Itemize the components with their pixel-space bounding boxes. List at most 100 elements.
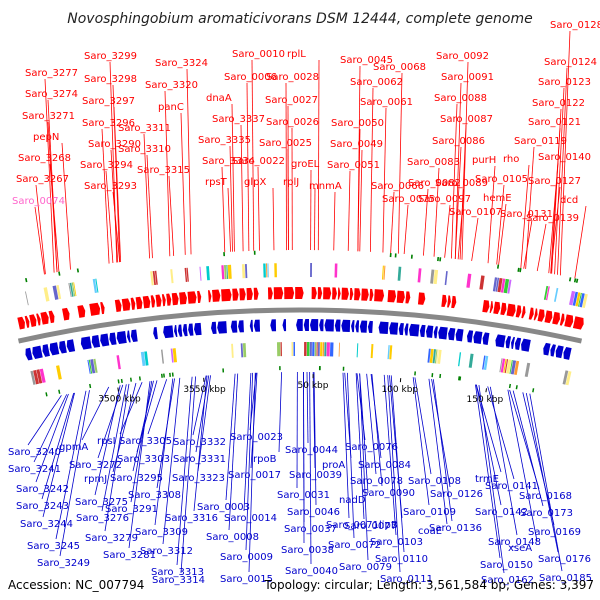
gene-arrow xyxy=(495,334,506,348)
gene-label-reverse: Saro_0078 xyxy=(350,476,403,487)
gene-arrow xyxy=(408,323,420,337)
feature-block xyxy=(383,265,386,280)
gene-label-forward: Saro_0128 xyxy=(550,20,600,31)
label-connector xyxy=(550,127,561,274)
gene-label-reverse: Saro_0126 xyxy=(430,489,483,500)
gene-label-reverse: xseA xyxy=(508,543,532,554)
gene-arrow xyxy=(273,287,284,300)
rrna-marker xyxy=(58,271,61,276)
feature-block xyxy=(170,348,174,363)
rrna-marker xyxy=(389,253,392,258)
gene-label-reverse: Saro_3291 xyxy=(105,504,158,515)
gene-label-reverse: Saro_3308 xyxy=(128,490,181,501)
gene-arrow xyxy=(389,322,399,335)
gene-label-forward: Saro_0049 xyxy=(330,139,383,150)
gene-arrow xyxy=(188,323,194,336)
gene-label-reverse: coaE xyxy=(418,526,442,537)
feature-block xyxy=(468,353,474,368)
feature-block xyxy=(582,293,588,309)
gene-label-reverse: Saro_0148 xyxy=(488,537,541,548)
gene-arrow xyxy=(528,307,534,320)
label-connector xyxy=(113,106,122,262)
feature-block xyxy=(314,342,317,357)
gene-label-forward: Saro_3320 xyxy=(145,80,198,91)
gene-label-reverse: Saro_3314 xyxy=(152,575,205,586)
label-connector xyxy=(128,381,151,549)
scale-label: 3500 kbp xyxy=(98,394,141,404)
genome-summary: Topology: circular; Length: 3,561,584 bp… xyxy=(263,578,594,592)
gene-label-forward: Saro_0086 xyxy=(432,136,485,147)
gene-label-forward: Saro_0131 xyxy=(500,209,553,220)
feature-block xyxy=(492,277,498,292)
gene-arrow xyxy=(267,287,273,300)
label-connector xyxy=(454,146,462,259)
label-connector xyxy=(475,384,502,506)
label-connector xyxy=(101,128,110,264)
label-connector xyxy=(390,375,405,553)
rrna-marker xyxy=(120,378,123,384)
gene-arrow xyxy=(448,327,456,341)
feature-block xyxy=(206,266,210,281)
gene-arrow xyxy=(493,301,501,315)
label-connector xyxy=(357,128,361,252)
gene-label-reverse: Saro_0090 xyxy=(362,488,415,499)
gene-label-reverse: Saro_0003 xyxy=(197,502,250,513)
label-connector xyxy=(520,164,530,269)
gene-arrow xyxy=(544,310,553,324)
label-connector xyxy=(382,107,387,253)
label-connector xyxy=(507,389,538,542)
gene-arrow xyxy=(332,287,337,300)
gene-arrow xyxy=(359,320,368,333)
label-connector xyxy=(240,124,244,252)
gene-label-forward: Saro_0025 xyxy=(259,138,312,149)
gene-arrow xyxy=(142,295,151,309)
label-connector xyxy=(317,59,320,251)
feature-block xyxy=(223,265,227,280)
rrna-marker xyxy=(223,252,226,257)
label-connector xyxy=(383,374,397,536)
gene-label-forward: Saro_0082 xyxy=(408,178,461,189)
label-connector xyxy=(412,377,430,506)
label-connector xyxy=(180,376,197,574)
rrna-marker xyxy=(508,383,512,389)
gene-label-forward: rplL xyxy=(287,49,306,60)
rrna-marker xyxy=(163,373,165,378)
rrna-marker xyxy=(25,277,28,283)
gene-arrow xyxy=(396,290,405,304)
label-connector xyxy=(487,386,515,480)
gene-arrow xyxy=(311,287,317,300)
feature-block xyxy=(317,342,320,357)
gene-label-forward: Saro_3297 xyxy=(82,96,135,107)
label-connector xyxy=(371,374,383,487)
gene-label-reverse: Saro_3240 xyxy=(8,447,61,458)
feature-block xyxy=(304,342,307,357)
gene-arrow xyxy=(354,288,361,301)
label-connector xyxy=(101,384,127,512)
gene-label-reverse: Saro_0031 xyxy=(277,490,330,501)
feature-block xyxy=(387,345,390,360)
gene-arrow xyxy=(341,319,351,332)
feature-block xyxy=(312,342,315,357)
label-connector xyxy=(119,382,143,435)
gene-arrow xyxy=(249,319,254,332)
feature-block xyxy=(497,277,503,293)
gene-label-forward: Saro_0006 xyxy=(224,72,277,83)
gene-arrow xyxy=(130,297,136,310)
scale-label: 50 kbp xyxy=(298,381,329,391)
label-connector xyxy=(355,373,365,520)
feature-block xyxy=(309,342,312,357)
gene-label-reverse: rpsI xyxy=(97,436,116,447)
gene-label-reverse: Saro_0079 xyxy=(339,562,392,573)
gene-arrow xyxy=(187,291,197,304)
gene-arrow xyxy=(59,340,67,354)
feature-block xyxy=(184,267,188,282)
gene-arrow xyxy=(36,313,41,326)
gene-arrow xyxy=(25,347,33,361)
label-connector xyxy=(512,390,544,507)
gene-arrow xyxy=(319,319,324,332)
feature-block xyxy=(444,271,448,286)
gene-arrow xyxy=(559,313,565,326)
gene-label-reverse: Saro_3245 xyxy=(27,541,80,552)
gene-label-reverse: Saro_3281 xyxy=(103,550,156,561)
gene-label-forward: Saro_3268 xyxy=(18,153,71,164)
